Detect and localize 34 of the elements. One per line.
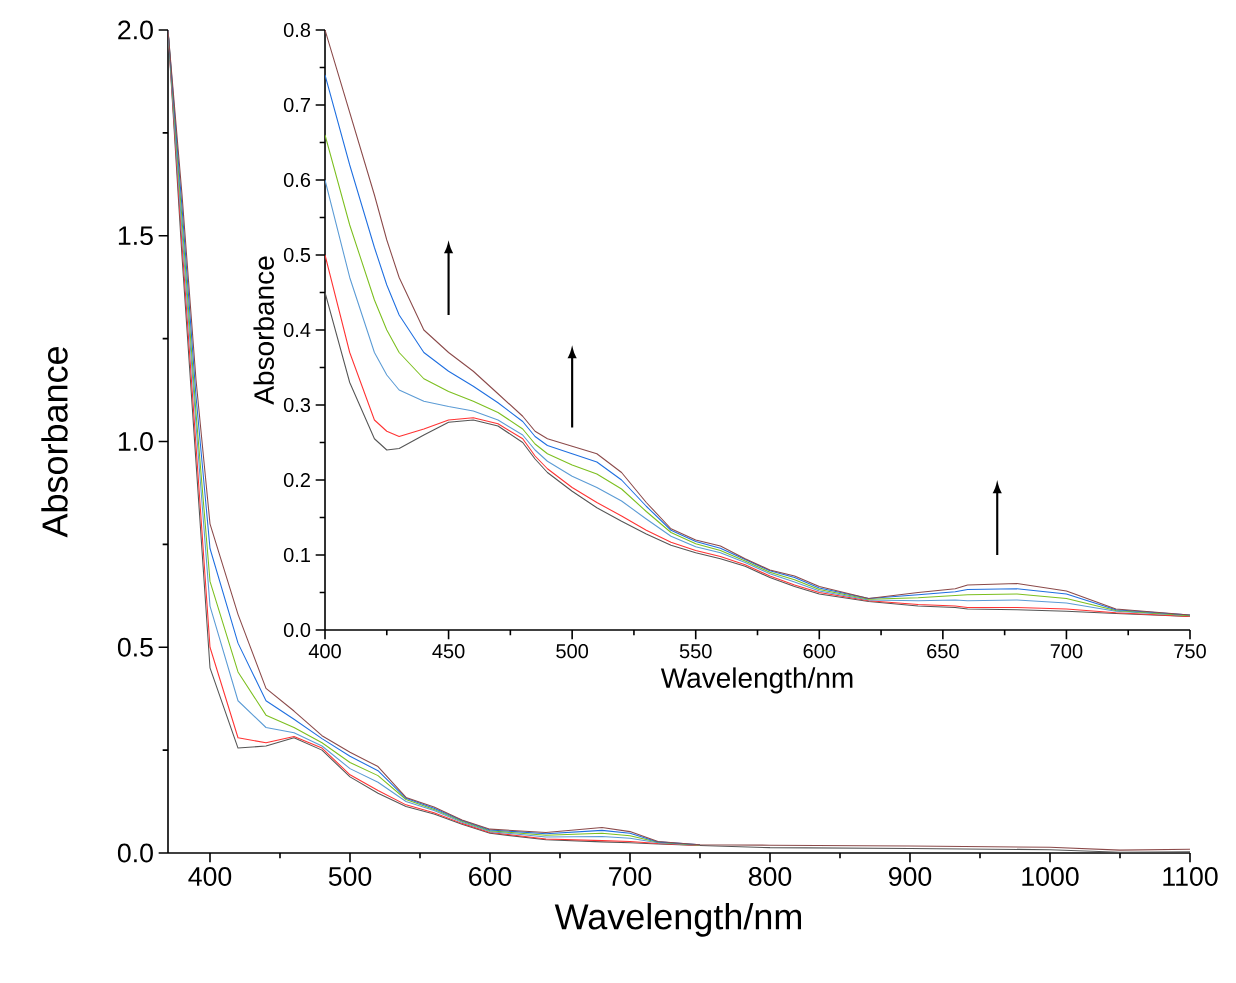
- y-tick-label: 0.5: [117, 637, 153, 657]
- x-tick-label: 600: [803, 644, 836, 659]
- y-tick-label: 0.2: [283, 472, 310, 488]
- y-tick-label: 1.5: [118, 226, 153, 246]
- y-tick-label: 0.0: [283, 622, 311, 638]
- y-tick-label: 0.0: [117, 843, 153, 863]
- x-tick-label: 500: [556, 644, 589, 659]
- y-tick-label: 0.5: [283, 247, 311, 263]
- y-tick-label: 0.3: [283, 397, 311, 413]
- y-tick-label: 0.6: [283, 172, 311, 188]
- x-tick-label: 750: [1174, 644, 1206, 659]
- x-tick-label: 550: [679, 644, 712, 659]
- x-tick-label: 400: [188, 867, 232, 886]
- x-tick-label: 900: [889, 867, 932, 886]
- y-tick-label: 0.8: [283, 22, 311, 38]
- x-axis-title: Wavelength/nm: [554, 903, 801, 937]
- x-tick-label: 450: [432, 644, 465, 659]
- x-tick-label: 500: [328, 867, 372, 886]
- x-tick-label: 400: [308, 644, 341, 659]
- y-tick-label: 1.0: [118, 432, 153, 451]
- y-tick-label: 0.7: [283, 97, 310, 113]
- x-tick-label: 700: [1050, 644, 1083, 659]
- y-axis-title: Absorbance: [253, 256, 274, 405]
- x-tick-label: 600: [469, 867, 512, 886]
- y-tick-label: 2.0: [118, 20, 153, 40]
- y-axis-title: Absorbance: [41, 347, 68, 538]
- y-tick-label: 0.4: [283, 322, 311, 338]
- y-tick-label: 0.1: [283, 547, 310, 563]
- x-axis-title: Wavelength/nm: [660, 667, 853, 694]
- x-tick-label: 1100: [1163, 867, 1218, 886]
- x-tick-label: 1000: [1022, 867, 1079, 886]
- x-tick-label: 700: [609, 867, 652, 886]
- x-tick-label: 650: [927, 644, 959, 659]
- x-tick-label: 800: [748, 867, 792, 886]
